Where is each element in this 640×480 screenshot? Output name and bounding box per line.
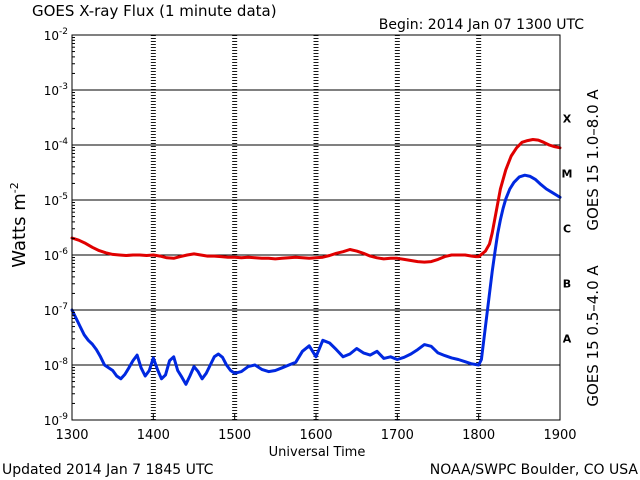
chart-title: GOES X-ray Flux (1 minute data) (32, 2, 277, 20)
x-tick-label-1: 1400 (137, 428, 170, 443)
y-tick-label-0: 10-2 (44, 27, 68, 43)
series-line-0 (70, 138, 562, 264)
y-axis-label-sup: -2 (8, 182, 21, 193)
flare-class-c: C (563, 223, 571, 236)
y-tick-label-1: 10-3 (44, 82, 68, 98)
y-tick-label-3: 10-5 (44, 192, 68, 208)
legend: GOES 15 1.0–8.0 A GOES 15 0.5–4.0 A (584, 89, 602, 407)
flare-class-x: X (563, 113, 572, 126)
y-axis-label-main: Watts m (9, 193, 30, 267)
x-tick-label-6: 1900 (543, 428, 576, 443)
x-tick-label-5: 1800 (462, 428, 495, 443)
dash-layer (150, 35, 482, 420)
legend-series-1: GOES 15 0.5–4.0 A (584, 265, 602, 407)
y-tick-label-5: 10-7 (44, 302, 68, 318)
updated-label: Updated 2014 Jan 7 1845 UTC (2, 462, 214, 478)
y-tick-label-2: 10-4 (44, 137, 69, 153)
x-ticks: 1300 1400 1500 1600 1700 1800 1900 (55, 414, 577, 443)
flare-class-labels: X M C B A (562, 113, 573, 346)
legend-series-0: GOES 15 1.0–8.0 A (584, 89, 602, 231)
y-ticks: 10-2 10-3 10-4 10-5 10-6 10-7 10-8 10-9 (44, 27, 78, 428)
flare-class-a: A (563, 333, 572, 346)
credit-label: NOAA/SWPC Boulder, CO USA (430, 462, 639, 478)
x-tick-label-0: 1300 (55, 428, 88, 443)
x-axis-label: Universal Time (269, 445, 366, 460)
x-tick-label-4: 1700 (381, 428, 414, 443)
y-tick-label-7: 10-9 (44, 412, 69, 428)
flare-class-b: B (563, 278, 571, 291)
series-line-1 (70, 173, 562, 386)
y-axis-label: Watts m-2 (8, 182, 30, 267)
x-tick-label-2: 1500 (218, 428, 251, 443)
flare-class-m: M (562, 168, 573, 181)
y-tick-label-4: 10-6 (44, 247, 69, 263)
x-tick-label-3: 1600 (299, 428, 332, 443)
y-tick-label-6: 10-8 (44, 357, 69, 373)
begin-label: Begin: 2014 Jan 07 1300 UTC (379, 17, 584, 33)
series-layer (70, 138, 562, 386)
